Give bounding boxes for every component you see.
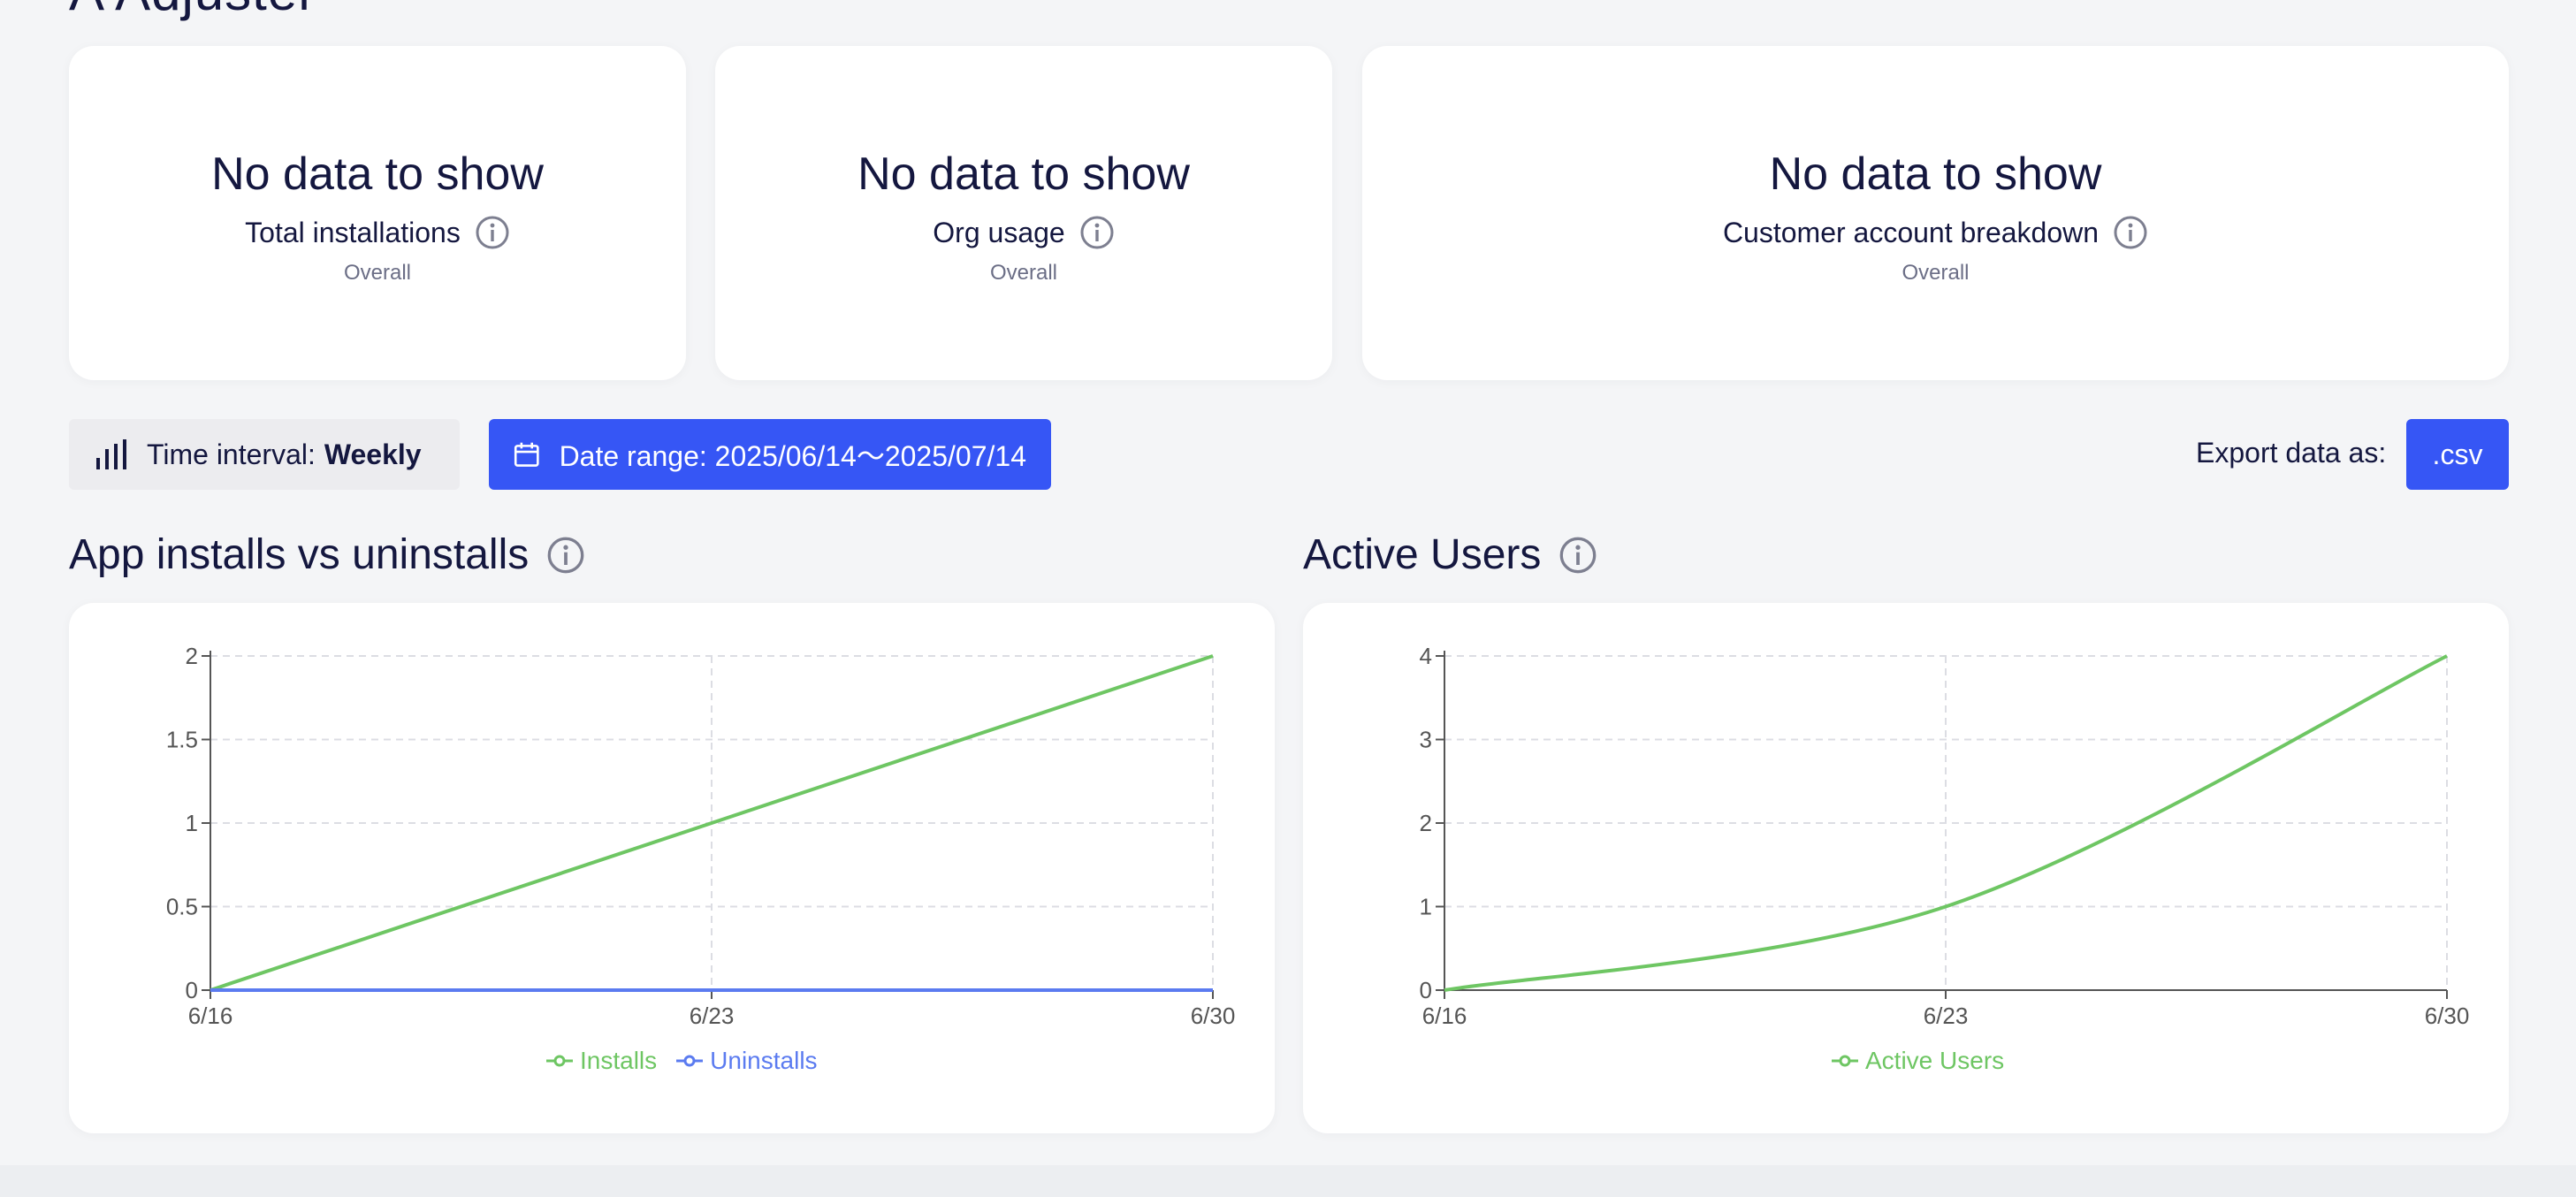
- kpi-sub: Overall: [343, 261, 412, 285]
- x-tick-label: 6/30: [1191, 1003, 1236, 1029]
- x-tick-label: 6/16: [1422, 1003, 1467, 1029]
- installs-chart-card: 0 0.5 1 1.5 2 6/16 6/23 6/30 Installs Uninstall…: [69, 603, 1275, 1133]
- legend-active-users[interactable]: Active Users: [1832, 1047, 2004, 1075]
- series-line-installs: [210, 654, 1214, 992]
- time-interval-label: Time interval:: [147, 438, 316, 470]
- line-marker-icon: [546, 1055, 573, 1067]
- installs-title-text: App installs vs uninstalls: [69, 531, 530, 578]
- installs-legend: Installs Uninstalls: [546, 1047, 837, 1075]
- date-range-label: Date range: 2025/06/14〜2025/07/14: [559, 440, 1026, 472]
- kpi-value: No data to show: [211, 149, 544, 200]
- kpi-value: No data to show: [857, 149, 1190, 200]
- y-tick-label: 1: [1420, 894, 1432, 920]
- y-tick-label: 3: [1420, 727, 1432, 753]
- info-icon[interactable]: [1559, 536, 1597, 575]
- x-tick-label: 6/23: [1924, 1003, 1969, 1029]
- info-icon[interactable]: [475, 215, 510, 250]
- kpi-card-total-installations: No data to show Total installations Over…: [69, 46, 686, 380]
- date-range-button[interactable]: Date range: 2025/06/14〜2025/07/14: [489, 419, 1051, 490]
- kpi-label: Customer account breakdown: [1722, 216, 2100, 248]
- kpi-card-org-usage: No data to show Org usage Overall: [715, 46, 1332, 380]
- installs-chart: 0 0.5 1 1.5 2 6/16 6/23 6/30: [166, 643, 1236, 1029]
- kpi-label: Org usage: [933, 216, 1065, 248]
- active-users-legend: Active Users: [1832, 1047, 2023, 1075]
- y-tick-label: 0: [186, 977, 198, 1003]
- y-tick-label: 2: [186, 643, 198, 669]
- legend-uninstalls[interactable]: Uninstalls: [676, 1047, 818, 1075]
- export-label: Export data as:: [2196, 437, 2387, 469]
- kpi-value: No data to show: [1769, 149, 2102, 200]
- kpi-sub: Overall: [989, 261, 1058, 285]
- series-line-active-users: [1444, 654, 2448, 992]
- installs-section-title: App installs vs uninstalls: [69, 530, 585, 579]
- x-tick-label: 6/23: [690, 1003, 735, 1029]
- bottom-strip: [0, 1165, 2576, 1197]
- info-icon[interactable]: [2113, 215, 2148, 250]
- line-marker-icon: [676, 1055, 704, 1067]
- kpi-sub: Overall: [1902, 261, 1970, 285]
- bar-chart-icon: [96, 439, 126, 469]
- x-tick-label: 6/16: [188, 1003, 233, 1029]
- y-tick-label: 0: [1420, 977, 1432, 1003]
- page-title: A Adjuster: [69, 0, 316, 22]
- calendar-icon: [514, 442, 539, 467]
- legend-label: Active Users: [1865, 1047, 2005, 1074]
- line-marker-icon: [1832, 1055, 1858, 1067]
- kpi-label: Total installations: [245, 216, 461, 248]
- export-csv-button[interactable]: .csv: [2406, 419, 2509, 490]
- y-tick-label: 0.5: [166, 894, 198, 920]
- legend-label: Uninstalls: [710, 1047, 818, 1074]
- info-icon[interactable]: [546, 536, 585, 575]
- y-tick-label: 1.5: [166, 727, 198, 753]
- active-users-chart: 0 1 2 3 4 6/16 6/23 6/30: [1420, 643, 2470, 1029]
- active-users-chart-card: 0 1 2 3 4 6/16 6/23 6/30 Active Users: [1303, 603, 2509, 1133]
- active-users-title-text: Active Users: [1303, 531, 1542, 578]
- info-icon[interactable]: [1079, 215, 1115, 250]
- time-interval-value: Weekly: [324, 438, 422, 470]
- y-tick-label: 2: [1420, 810, 1432, 836]
- y-tick-label: 1: [186, 810, 198, 836]
- time-interval-button[interactable]: Time interval: Weekly: [69, 419, 460, 490]
- legend-installs[interactable]: Installs: [546, 1047, 657, 1075]
- legend-label: Installs: [580, 1047, 658, 1074]
- y-tick-label: 4: [1420, 643, 1432, 669]
- active-users-section-title: Active Users: [1303, 530, 1597, 579]
- kpi-card-customer-account-breakdown: No data to show Customer account breakdo…: [1362, 46, 2509, 380]
- x-tick-label: 6/30: [2425, 1003, 2470, 1029]
